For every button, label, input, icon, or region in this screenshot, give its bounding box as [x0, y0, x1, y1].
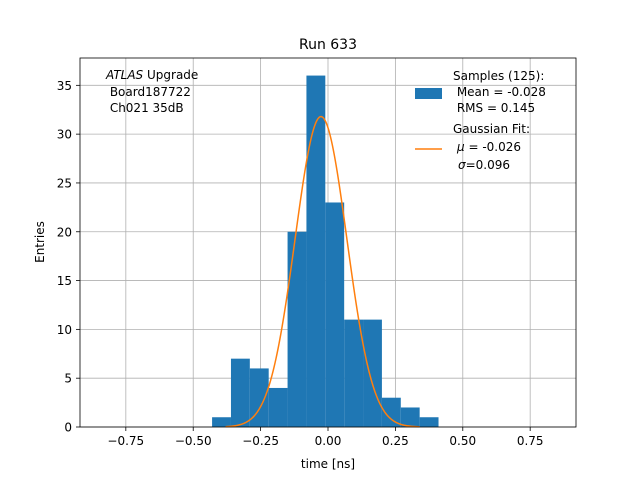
annotation-line-3: Ch021 35dB: [106, 101, 184, 115]
y-tick-label: 25: [57, 176, 72, 190]
histogram-bar: [325, 202, 345, 427]
x-tick-label: −0.75: [107, 434, 144, 448]
legend-samples-swatch: [415, 88, 442, 99]
histogram-bar: [287, 231, 307, 427]
y-tick-label: 35: [57, 79, 72, 93]
histogram-bar: [344, 319, 364, 427]
x-tick-label: −0.50: [175, 434, 212, 448]
gaussian-fit-curve: [225, 115, 420, 428]
histogram-bar: [381, 397, 401, 427]
y-tick-label: 10: [57, 323, 72, 337]
chart-title: Run 633: [299, 37, 357, 53]
legend-mu-symbol: μ: [456, 140, 465, 154]
y-tick-label: 15: [57, 274, 72, 288]
legend-samples-mean: Mean = -0.028: [453, 85, 546, 99]
y-tick-label: 5: [64, 372, 72, 386]
histogram-bar: [419, 417, 439, 427]
histogram-bar: [306, 75, 326, 428]
x-tick-label: −0.25: [242, 434, 279, 448]
legend-fit-sigma: σ=0.096: [458, 158, 510, 172]
x-tick-label: 0.25: [382, 434, 409, 448]
histogram-bar: [249, 368, 269, 427]
x-tick-label: 0.50: [449, 434, 476, 448]
y-tick-label: 0: [64, 421, 72, 435]
x-tick-label: 0.75: [517, 434, 544, 448]
x-tick-label: 0.00: [315, 434, 342, 448]
annotation-line-1: ATLAS Upgrade: [105, 68, 198, 82]
annotation-upgrade: Upgrade: [143, 68, 198, 82]
y-axis-ticks: 0 5 10 15 20 25 30 35: [57, 79, 80, 435]
legend-sigma-symbol: σ: [458, 158, 466, 172]
histogram-bar: [230, 358, 250, 427]
atlas-annotation: ATLAS Upgrade Board187722 Ch021 35dB: [105, 68, 198, 115]
legend-mu-value: = -0.026: [465, 140, 521, 154]
x-axis-label: time [ns]: [301, 457, 355, 471]
histogram-bar: [268, 387, 288, 427]
legend-samples-rms: RMS = 0.145: [453, 101, 535, 115]
histogram-bars: [212, 75, 439, 428]
legend: Samples (125): Mean = -0.028 RMS = 0.145…: [415, 69, 546, 172]
histogram-bar: [363, 319, 382, 427]
legend-fit-title: Gaussian Fit:: [453, 122, 530, 136]
y-tick-label: 30: [57, 128, 72, 142]
histogram-bar: [400, 407, 420, 427]
annotation-atlas: ATLAS: [105, 68, 144, 82]
legend-samples-title: Samples (125):: [453, 69, 544, 83]
legend-sigma-value: =0.096: [466, 158, 510, 172]
y-axis-label: Entries: [33, 221, 47, 263]
histogram-bar: [212, 417, 231, 427]
y-tick-label: 20: [57, 225, 72, 239]
x-axis-ticks: −0.75 −0.50 −0.25 0.00 0.25 0.50 0.75: [107, 427, 544, 448]
legend-fit-mu: μ = -0.026: [456, 140, 521, 154]
annotation-line-2: Board187722: [106, 85, 191, 99]
